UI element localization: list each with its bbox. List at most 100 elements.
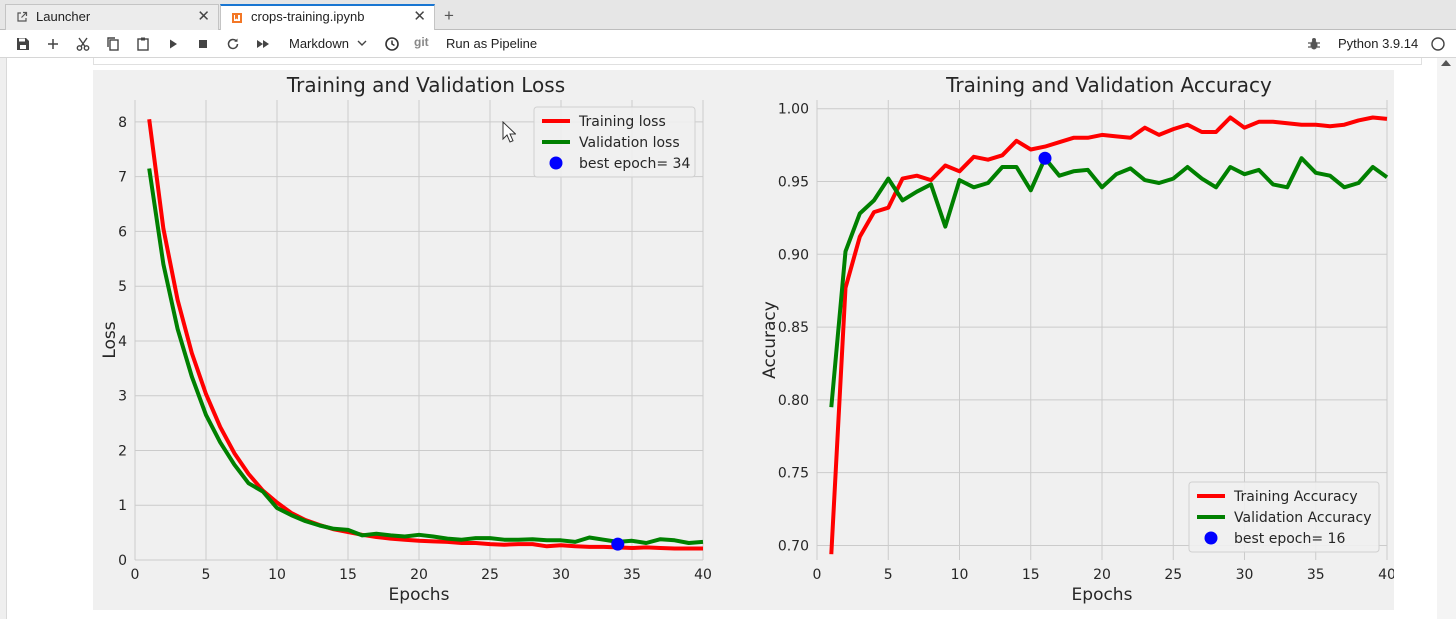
stop-icon [199,40,207,48]
chevron-down-icon [357,40,367,46]
x-tick-label: 30 [552,567,570,583]
close-icon[interactable]: ✕ [197,8,210,25]
previous-cell-edge [93,58,1422,65]
x-tick-label: 0 [131,567,140,583]
legend-label: Training Accuracy [1233,489,1358,505]
legend-label: best epoch= 34 [579,156,690,172]
run-as-pipeline-button[interactable]: Run as Pipeline [446,36,538,51]
legend-best-marker [549,156,563,170]
tab-label: Launcher [36,9,91,24]
tab-label: crops-training.ipynb [251,9,365,24]
cell-type-select[interactable]: Markdown [289,30,368,57]
paste-icon [137,37,149,51]
save-button[interactable] [13,34,33,54]
x-axis-label: Epochs [1072,585,1133,605]
notebook-toolbar: Markdown git Run as Pipeline Python 3.9.… [0,30,1456,58]
scroll-up-arrow[interactable] [1441,60,1451,66]
run-icon [170,39,177,49]
x-tick-label: 30 [1236,567,1254,583]
y-tick-label: 8 [118,115,127,131]
legend-best-marker [1204,531,1218,545]
close-icon[interactable]: ✕ [413,8,426,25]
series-line-validation [147,168,704,545]
clock-icon [385,37,399,51]
notebook-scrollbar[interactable] [1437,58,1456,619]
x-tick-label: 15 [1022,567,1040,583]
y-axis-label: Accuracy [760,301,780,379]
legend-box [1188,481,1380,553]
x-tick-label: 5 [202,567,211,583]
y-tick-label: 0 [118,553,127,569]
cut-button[interactable] [73,34,93,54]
legend-label: Validation loss [579,135,680,151]
tab-notebook[interactable]: crops-training.ipynb ✕ [220,4,435,31]
output-figure: 0 5 10 15 20 25 30 35 40 0 1 2 3 4 5 6 7 8 Training and Va… [93,70,1394,610]
y-tick-label: 4 [118,334,127,350]
x-tick-label: 35 [1307,567,1325,583]
x-tick-label: 40 [694,567,712,583]
interrupt-kernel-button[interactable] [193,34,213,54]
x-tick-label: 0 [813,567,822,583]
x-tick-label: 35 [623,567,641,583]
figure-canvas: 0 5 10 15 20 25 30 35 40 0 1 2 3 4 5 6 7 8 Training and Va… [100,73,1394,605]
y-tick-label: 1.00 [778,102,809,118]
y-tick-label: 1 [118,498,127,514]
legend-label: Training loss [578,114,666,130]
y-tick-label: 5 [118,279,127,295]
series-line-training [147,118,703,551]
cut-icon [76,37,90,51]
series-line-training [829,115,1388,555]
x-tick-label: 20 [410,567,428,583]
x-tick-label: 25 [481,567,499,583]
restart-run-all-button[interactable] [253,34,273,54]
x-tick-label: 10 [951,567,969,583]
save-icon [17,38,29,50]
run-cell-button[interactable] [163,34,183,54]
chart-title: Training and Validation Loss [286,73,565,97]
best-epoch-marker [1038,151,1052,165]
x-tick-label: 5 [884,567,893,583]
best-epoch-marker [611,537,625,551]
kernel-status-icon [1431,37,1445,51]
tab-bar: Launcher ✕ crops-training.ipynb ✕ + [0,0,1456,31]
tab-launcher[interactable]: Launcher ✕ [5,4,219,30]
paste-button[interactable] [133,34,153,54]
y-tick-label: 0.95 [778,175,809,191]
x-axis-label: Epochs [389,585,450,605]
kernel-status [1428,34,1448,54]
x-tick-label: 40 [1378,567,1394,583]
debugger-button[interactable] [1304,34,1324,54]
copy-icon [107,37,119,51]
x-tick-label: 15 [339,567,357,583]
restart-icon [227,38,239,50]
series-line-validation [829,156,1389,408]
legend-label: Validation Accuracy [1234,510,1372,526]
notebook-left-gutter [0,58,7,619]
y-tick-label: 0.75 [778,466,809,482]
external-link-icon [17,11,28,22]
x-tick-label: 25 [1164,567,1182,583]
x-tick-label: 20 [1093,567,1111,583]
legend-label: best epoch= 16 [1234,531,1345,547]
y-tick-label: 3 [118,389,127,405]
mouse-cursor-icon [502,121,516,143]
git-button[interactable]: git [414,35,429,49]
copy-button[interactable] [103,34,123,54]
insert-cell-button[interactable] [43,34,63,54]
notebook-icon [232,13,242,23]
chart-title: Training and Validation Accuracy [945,73,1272,97]
y-tick-label: 0.80 [778,393,809,409]
kernel-name[interactable]: Python 3.9.14 [1338,36,1419,51]
y-tick-label: 2 [118,443,127,459]
new-tab-button[interactable]: + [444,6,454,25]
bug-icon [1308,38,1320,50]
add-icon [48,39,58,49]
y-tick-label: 0.90 [778,247,809,263]
fast-forward-icon [257,40,269,48]
x-tick-label: 10 [268,567,286,583]
execution-time-button[interactable] [382,34,402,54]
y-tick-label: 0.85 [778,320,809,336]
restart-kernel-button[interactable] [223,34,243,54]
y-tick-label: 0.70 [778,538,809,554]
cell-type-value: Markdown [289,36,349,51]
